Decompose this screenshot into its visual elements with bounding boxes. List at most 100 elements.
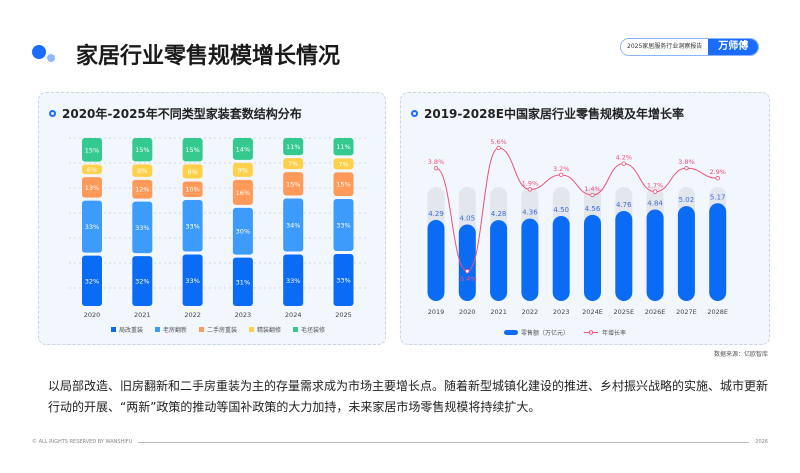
bar-segment xyxy=(283,172,304,196)
legend-label: 精装翻修 xyxy=(257,326,281,334)
brand-badge: 2025家居服务行业洞察报告 万师傅 xyxy=(620,38,760,56)
bar-segment xyxy=(182,138,203,162)
growth-point xyxy=(715,176,720,181)
bar-segment xyxy=(82,255,102,306)
legend-label: 毛坯装修 xyxy=(301,326,325,334)
growth-point xyxy=(465,268,470,274)
x-tick-label: 2027E xyxy=(676,308,697,316)
bar xyxy=(615,211,633,301)
data-label: 33% xyxy=(336,277,350,285)
bar-segment xyxy=(333,199,354,251)
bar-value-label: 4.28 xyxy=(491,210,507,218)
bar xyxy=(521,218,539,301)
retail-chart-panel: 2019-2028E中国家居行业零售规模及年增长率 4.29 2019 4.05 20… xyxy=(400,92,770,345)
bar-segment xyxy=(232,179,253,205)
data-label: 33% xyxy=(85,223,99,231)
growth-point xyxy=(558,172,564,178)
bar-segment xyxy=(132,256,153,306)
growth-label: 4.2% xyxy=(616,154,633,162)
data-label: 7% xyxy=(338,160,348,168)
bar-segment xyxy=(333,138,354,156)
data-label: 33% xyxy=(286,277,300,285)
bar-value-label: 4.76 xyxy=(616,201,632,209)
footer-divider xyxy=(138,441,750,443)
report-name: 2025家居服务行业洞察报告 xyxy=(621,39,709,55)
legend-swatch xyxy=(293,327,298,332)
growth-point xyxy=(527,187,533,192)
bar-segment xyxy=(333,172,354,196)
legend-swatch xyxy=(199,327,204,332)
data-label: 31% xyxy=(236,278,250,286)
page-title: 家居行业零售规模增长情况 xyxy=(76,44,341,69)
bar-segment xyxy=(182,164,203,179)
bar-segment xyxy=(182,254,203,306)
bar xyxy=(458,224,476,301)
bar-segment xyxy=(232,207,253,255)
x-tick-label: 2020 xyxy=(84,311,101,319)
bar-segment xyxy=(132,179,153,199)
copyright: © ALL RIGHTS RESERVED BY WANSHIFU xyxy=(32,439,133,445)
data-label: 15% xyxy=(286,180,300,188)
bar-value-label: 4.05 xyxy=(460,214,476,222)
growth-point xyxy=(433,165,439,171)
x-tick-label: 2022 xyxy=(522,308,539,316)
growth-point xyxy=(684,165,689,171)
bar-segment xyxy=(182,181,203,198)
growth-label: 1.4% xyxy=(584,185,601,193)
bar-segment xyxy=(333,254,354,306)
data-label: 16% xyxy=(236,189,250,197)
chart-title-text: 2020年-2025年不同类型家装套数结构分布 xyxy=(62,107,302,121)
bar-segment xyxy=(82,200,102,253)
bar xyxy=(709,203,727,301)
data-label: 6% xyxy=(87,166,97,174)
bar xyxy=(646,209,664,301)
data-source: 数据来源：亿欧智库 xyxy=(713,351,768,358)
data-label: 15% xyxy=(336,181,350,189)
bar-segment xyxy=(232,138,253,160)
data-label: 13% xyxy=(85,184,99,192)
data-label: 11% xyxy=(336,143,350,151)
data-label: 10% xyxy=(185,186,199,194)
growth-point xyxy=(496,145,501,151)
bullet-icon xyxy=(49,110,56,117)
growth-label: 1.9% xyxy=(522,179,539,187)
bar-segment xyxy=(182,200,203,252)
bar xyxy=(427,219,445,301)
growth-point xyxy=(590,192,595,198)
footer: © ALL RIGHTS RESERVED BY WANSHIFU 2026 xyxy=(32,439,768,445)
summary-paragraph: 以局部改造、旧房翻新和二手房重装为主的存量需求成为市场主要增长点。随着新型城镇化… xyxy=(48,379,769,414)
growth-label: 2.9% xyxy=(709,168,726,176)
legend-label: 年增长率 xyxy=(602,329,626,337)
legend-label: 二手房重装 xyxy=(207,326,237,334)
bar-segment xyxy=(132,138,153,162)
x-tick-label: 2024 xyxy=(285,311,302,319)
data-label: 34% xyxy=(286,222,300,230)
data-label: 12% xyxy=(135,186,149,194)
footer-year: 2026 xyxy=(755,439,768,445)
brand-logo: 万师傅 xyxy=(708,39,759,55)
bar-value-label: 4.50 xyxy=(553,206,569,214)
x-tick-label: 2023 xyxy=(235,311,252,319)
bar-segment xyxy=(232,162,253,177)
legend-swatch xyxy=(155,327,160,332)
x-tick-label: 2023 xyxy=(553,308,570,316)
bar xyxy=(552,215,570,301)
chart-title: 2020年-2025年不同类型家装套数结构分布 xyxy=(49,105,302,122)
chart-title: 2019-2028E中国家居行业零售规模及年增长率 xyxy=(411,105,684,122)
data-label: 33% xyxy=(336,222,350,230)
bar-value-label: 4.84 xyxy=(647,200,663,208)
x-tick-label: 2024E xyxy=(582,308,603,316)
legend-swatch xyxy=(504,330,518,335)
chart-title-text: 2019-2028E中国家居行业零售规模及年增长率 xyxy=(424,107,684,121)
bar-value-label: 4.56 xyxy=(585,205,601,213)
legend-swatch xyxy=(111,327,116,332)
legend-label: 老房翻新 xyxy=(163,326,187,334)
data-label: 15% xyxy=(185,146,199,154)
bar-segment xyxy=(82,177,102,198)
x-tick-label: 2022 xyxy=(184,311,201,319)
stacked-bar-chart: 32% 33% 13% 6% 15% 2020 32% 33% 12% 8% 15% 2021 33% 3… xyxy=(69,137,369,334)
bar xyxy=(677,206,695,301)
data-label: 15% xyxy=(85,146,99,154)
x-tick-label: 2026E xyxy=(645,308,666,316)
growth-point xyxy=(621,161,626,166)
